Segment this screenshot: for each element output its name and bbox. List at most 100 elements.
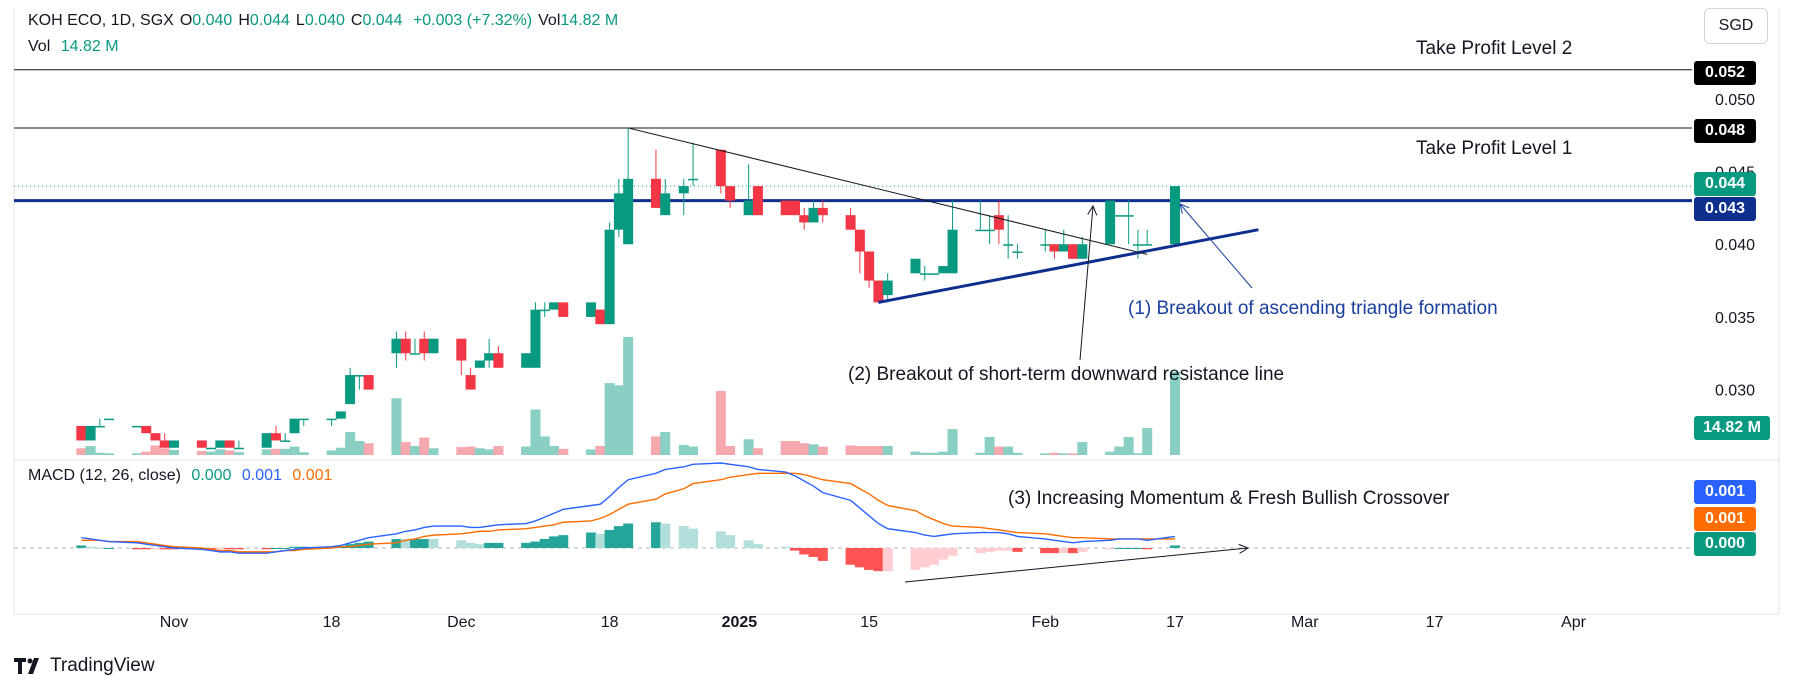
volume-bar [910, 451, 921, 455]
volume-bar [76, 448, 87, 455]
macd-hist-bar [150, 548, 161, 550]
candle-body [1003, 244, 1014, 246]
candle-body [354, 375, 365, 377]
volume-bar [845, 445, 856, 455]
macd-signal-line [81, 472, 1175, 553]
tradingview-logo[interactable]: TradingView [14, 655, 155, 677]
volume-bar [864, 446, 875, 455]
volume-bar [224, 450, 235, 455]
macd-hist-bar [270, 548, 281, 549]
macd-hist-bar [604, 529, 615, 548]
macd-hist-bar [1012, 548, 1023, 552]
candle-body [864, 251, 875, 281]
candle-body [854, 229, 865, 252]
macd-hist-bar [919, 548, 930, 568]
candle-body [549, 302, 560, 310]
macd-hist-bar [1123, 548, 1134, 549]
candle-body [391, 338, 402, 354]
candle-body [752, 186, 763, 216]
volume-bar [428, 448, 439, 455]
candle-body [938, 266, 949, 274]
volume-bar [298, 452, 309, 455]
candle-body [400, 338, 411, 354]
volume-bar [391, 398, 402, 455]
candle-body [493, 353, 504, 368]
currency-button[interactable]: SGD [1704, 8, 1768, 44]
volume-bar [586, 449, 597, 455]
x-tick-label: Mar [1291, 614, 1319, 631]
volume-bar [94, 452, 105, 455]
candle-body [613, 193, 624, 230]
candle-body [169, 440, 179, 448]
candle-body [743, 200, 754, 216]
macd-hist-bar [233, 548, 244, 550]
macd-hist-bar [993, 548, 1004, 551]
candle-body [1105, 200, 1116, 245]
macd-hist-bar [521, 542, 532, 548]
candle-body [984, 229, 995, 232]
macd-hist-bar [1003, 548, 1014, 551]
macd-hist-bar [549, 536, 560, 548]
x-tick-label: Feb [1031, 614, 1059, 631]
macd-hist-bar [428, 538, 439, 548]
macd-hist-bar [725, 535, 736, 548]
candle-body [345, 375, 356, 405]
volume-bar [131, 453, 142, 455]
candle-body [725, 186, 736, 201]
candle-body [845, 215, 856, 230]
candle-body [558, 302, 569, 317]
candle-body [474, 360, 485, 368]
macd-legend: MACD (12, 26, close) 0.000 0.001 0.001 [28, 467, 332, 485]
macd-hist-bar [678, 526, 689, 548]
candle-body [363, 375, 374, 390]
candle-body [131, 425, 142, 428]
volume-bar [493, 446, 504, 455]
candle-body [595, 309, 606, 325]
candle-body [799, 215, 810, 223]
volume-bar [604, 383, 615, 455]
macd-hist-bar [1132, 548, 1143, 549]
annotation-arrow-1-head [1179, 203, 1190, 214]
volume-bar [1132, 453, 1143, 455]
candle-body [521, 353, 532, 368]
candle-body [1012, 251, 1023, 253]
candle-body [650, 178, 661, 208]
x-tick-label: 18 [323, 614, 341, 631]
volume-bar [280, 448, 291, 455]
volume-bar [1142, 428, 1153, 455]
volume-bar [1058, 453, 1069, 455]
candle-body [1040, 244, 1051, 246]
x-tick-label: 2025 [722, 614, 758, 631]
macd-hist-bar [159, 548, 170, 550]
annotation-arrow-1 [1179, 203, 1253, 289]
volume-bar [1077, 442, 1088, 455]
y-tick-label: 0.030 [1715, 383, 1755, 400]
volume-bar [289, 446, 300, 455]
macd-hist-bar [224, 548, 235, 550]
volume-bar [270, 448, 281, 455]
candle-body [94, 425, 105, 428]
candle-body [1142, 244, 1153, 246]
x-tick-label: Dec [447, 614, 475, 631]
volume-bar [169, 449, 179, 455]
x-tick-label: 17 [1426, 614, 1444, 631]
tag-0043: 0.043 [1694, 197, 1756, 221]
close-label: C [350, 12, 363, 29]
candle-body [975, 229, 986, 232]
macd-hist-bar [1077, 548, 1088, 552]
candle-body [539, 309, 550, 312]
tag-macd-line: 0.001 [1694, 480, 1756, 504]
brand-text: TradingView [50, 655, 155, 676]
macd-hist-bar [1040, 548, 1051, 554]
high-value: 0.044 [249, 12, 290, 29]
volume-bar [743, 439, 754, 455]
macd-hist-bar [715, 531, 726, 548]
volume-bar [335, 447, 346, 455]
macd-hist-bar [400, 538, 411, 548]
x-tick-label: Apr [1561, 614, 1587, 631]
y-tick-label: 0.035 [1715, 310, 1755, 327]
annotation-1-text: (1) Breakout of ascending triangle forma… [1128, 298, 1498, 319]
macd-hist-bar [1142, 548, 1153, 550]
volume-bar [558, 448, 569, 455]
